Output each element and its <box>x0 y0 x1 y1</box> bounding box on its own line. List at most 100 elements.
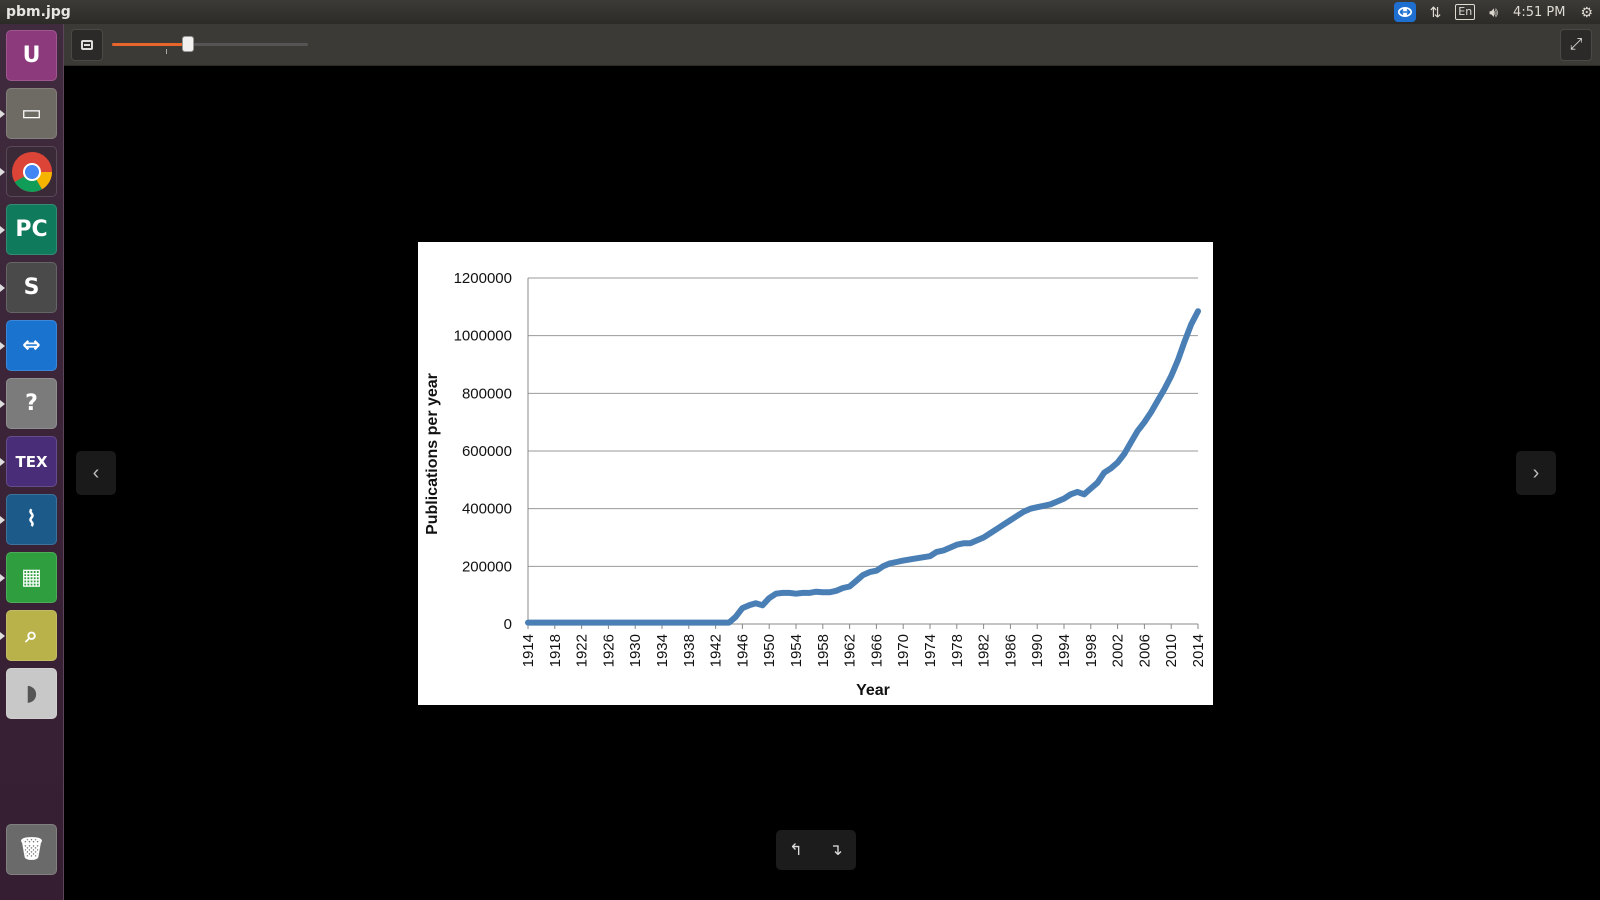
x-tick-label: 1962 <box>842 634 859 667</box>
x-tick-label: 1918 <box>547 634 564 667</box>
x-tick-label: 1970 <box>895 634 912 667</box>
running-indicator <box>0 516 5 524</box>
x-tick-label: 1994 <box>1056 634 1073 667</box>
speaker-icon: 🔊︎ <box>1489 3 1499 20</box>
drive-glyph: ◗ <box>25 681 38 706</box>
chrome-icon[interactable] <box>6 146 57 197</box>
texmaker-glyph: TEX <box>15 452 48 471</box>
publications-chart: 1200000100000080000060000040000020000001… <box>424 270 1207 699</box>
rotate-right-button[interactable]: ↴ <box>816 830 856 870</box>
trash-icon[interactable]: 🗑 <box>6 824 57 875</box>
help-icon[interactable]: ? <box>6 378 57 429</box>
chevron-right-icon: › <box>1532 461 1540 484</box>
x-tick-label: 1934 <box>654 634 671 667</box>
y-tick-label: 1000000 <box>454 328 512 345</box>
x-tick-label: 1974 <box>922 634 939 667</box>
calc-spreadsheet-icon[interactable]: ▦ <box>6 552 57 603</box>
keyboard-language: En <box>1455 4 1476 20</box>
files-icon[interactable]: ▭ <box>6 88 57 139</box>
previous-image-button[interactable]: ‹ <box>76 451 116 495</box>
rotate-right-icon: ↴ <box>829 842 843 859</box>
x-tick-label: 1986 <box>1002 634 1019 667</box>
x-axis-title: Year <box>856 682 890 699</box>
chevron-left-icon: ‹ <box>92 461 100 484</box>
x-tick-label: 1942 <box>708 634 725 667</box>
x-tick-label: 2014 <box>1190 634 1207 667</box>
x-tick-label: 2006 <box>1136 634 1153 667</box>
teamviewer-glyph: ⇔ <box>22 333 41 358</box>
zoom-out-icon <box>81 40 93 50</box>
zoom-slider-handle[interactable] <box>182 36 195 52</box>
rotate-left-icon: ↰ <box>789 842 803 859</box>
y-tick-label: 200000 <box>462 558 512 575</box>
running-indicator <box>0 284 5 292</box>
running-indicator <box>0 110 5 118</box>
texmaker-icon[interactable]: TEX <box>6 436 57 487</box>
x-tick-label: 1914 <box>520 634 537 667</box>
y-axis-title: Publications per year <box>424 373 441 535</box>
running-indicator <box>0 632 5 640</box>
ubuntu-dash-glyph: U <box>22 43 41 68</box>
teamviewer-indicator[interactable] <box>1387 0 1423 24</box>
x-tick-label: 1950 <box>761 634 778 667</box>
help-glyph: ? <box>25 391 38 416</box>
fullscreen-button[interactable]: ⤢ <box>1560 29 1592 61</box>
viewer-toolbar: ⤢ <box>64 24 1600 66</box>
running-indicator <box>0 400 5 408</box>
rotate-left-button[interactable]: ↰ <box>776 830 816 870</box>
zoom-out-button[interactable] <box>71 29 103 61</box>
session-menu[interactable]: ⚙ <box>1573 0 1600 24</box>
clock[interactable]: 4:51 PM <box>1513 4 1566 20</box>
x-tick-label: 1978 <box>949 634 966 667</box>
running-indicator <box>0 342 5 350</box>
keyboard-indicator[interactable]: En <box>1448 0 1482 24</box>
running-indicator <box>0 458 5 466</box>
image-viewer-icon[interactable]: ⌕ <box>6 610 57 661</box>
x-tick-label: 1990 <box>1029 634 1046 667</box>
sound-indicator[interactable]: 🔊︎ <box>1482 0 1505 24</box>
y-tick-label: 1200000 <box>454 270 512 287</box>
x-tick-label: 1926 <box>600 634 617 667</box>
mysql-workbench-icon[interactable]: ⌇ <box>6 494 57 545</box>
calc-spreadsheet-glyph: ▦ <box>21 565 42 590</box>
y-tick-label: 600000 <box>462 443 512 460</box>
displayed-image: 1200000 1000000 800000 600000 400000 200000 0 1… <box>418 242 1213 705</box>
zoom-slider[interactable] <box>112 36 308 54</box>
files-glyph: ▭ <box>21 101 42 126</box>
mysql-workbench-glyph: ⌇ <box>26 507 37 532</box>
x-tick-label: 1922 <box>574 634 591 667</box>
x-tick-label: 1998 <box>1083 634 1100 667</box>
teamviewer-tray-icon <box>1393 2 1416 22</box>
ubuntu-dash-icon[interactable]: U <box>6 30 57 81</box>
x-tick-label: 2010 <box>1163 634 1180 667</box>
network-arrows-icon: ⇅ <box>1429 3 1442 20</box>
zoom-slider-fill <box>112 43 189 46</box>
network-indicator[interactable]: ⇅ <box>1423 0 1449 24</box>
window-title: pbm.jpg <box>6 4 71 20</box>
series-line <box>525 308 1201 626</box>
gear-icon: ⚙ <box>1580 3 1593 20</box>
top-panel: pbm.jpg ⇅ En 🔊︎ 4:51 PM ⚙ <box>0 0 1600 24</box>
y-tick-label: 800000 <box>462 385 512 402</box>
next-image-button[interactable]: › <box>1516 451 1556 495</box>
y-tick-label: 0 <box>504 616 512 633</box>
fullscreen-icon: ⤢ <box>1569 36 1583 53</box>
x-tick-label: 1946 <box>734 634 751 667</box>
sublime-text-icon[interactable]: S <box>6 262 57 313</box>
x-tick-label: 1938 <box>681 634 698 667</box>
x-tick-label: 1958 <box>815 634 832 667</box>
running-indicator <box>0 574 5 582</box>
teamviewer-icon[interactable]: ⇔ <box>6 320 57 371</box>
x-tick-label: 1930 <box>627 634 644 667</box>
running-indicator <box>0 226 5 234</box>
x-tick-label: 1982 <box>976 634 993 667</box>
drive-icon[interactable]: ◗ <box>6 668 57 719</box>
pycharm-icon[interactable]: PC <box>6 204 57 255</box>
running-indicator <box>0 168 5 176</box>
x-tick-label: 1954 <box>788 634 805 667</box>
y-tick-label: 400000 <box>462 501 512 518</box>
pycharm-glyph: PC <box>15 217 48 242</box>
zoom-slider-mark <box>166 49 167 54</box>
image-viewer-glyph: ⌕ <box>25 623 38 648</box>
launcher: U ▭ PC S ⇔? TEX ⌇ ▦ ⌕ ◗ 🗑 <box>0 24 64 900</box>
